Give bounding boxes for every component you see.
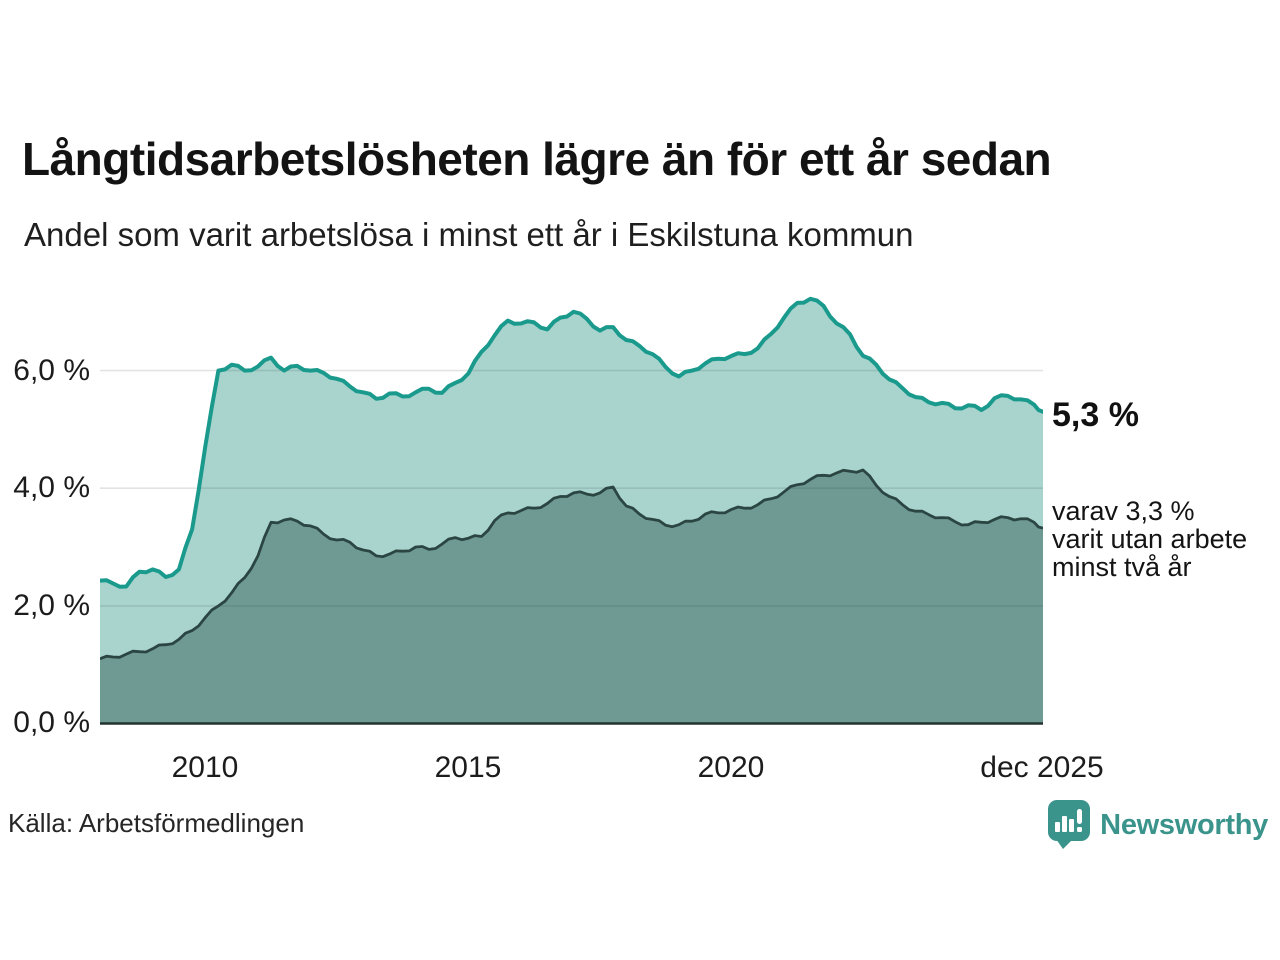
y-axis-tick-6: 6,0 % — [13, 354, 90, 387]
two-year-annotation-line-3: minst två år — [1052, 552, 1192, 582]
x-axis-tick-2015: 2015 — [434, 751, 502, 784]
two-year-annotation-line-1: varav 3,3 % — [1052, 496, 1195, 526]
newsworthy-logo-icon — [1048, 800, 1091, 849]
two-year-annotation: varav 3,3 % varit utan arbete minst två … — [1052, 497, 1247, 581]
x-axis-tick-dec-2025: dec 2025 — [980, 751, 1104, 784]
exclamation-icon — [1077, 809, 1083, 832]
newsworthy-logo: Newsworthy — [1047, 799, 1268, 849]
y-axis-tick-4: 4,0 % — [13, 471, 90, 504]
source-note: Källa: Arbetsförmedlingen — [8, 808, 305, 838]
bar-chart-icon — [1055, 816, 1075, 832]
latest-value-label: 5,3 % — [1052, 396, 1139, 434]
two-year-annotation-line-2: varit utan arbete — [1052, 524, 1248, 554]
y-axis-tick-2: 2,0 % — [13, 589, 90, 622]
page-title: Långtidsarbetslösheten lägre än för ett … — [22, 133, 1052, 185]
newsworthy-wordmark: Newsworthy — [1100, 808, 1268, 841]
page-subtitle: Andel som varit arbetslösa i minst ett å… — [24, 216, 914, 253]
x-axis-tick-2020: 2020 — [697, 751, 765, 784]
x-axis-tick-2010: 2010 — [171, 751, 239, 784]
y-axis-tick-0: 0,0 % — [13, 706, 90, 739]
chart-plot-area — [100, 296, 1043, 725]
